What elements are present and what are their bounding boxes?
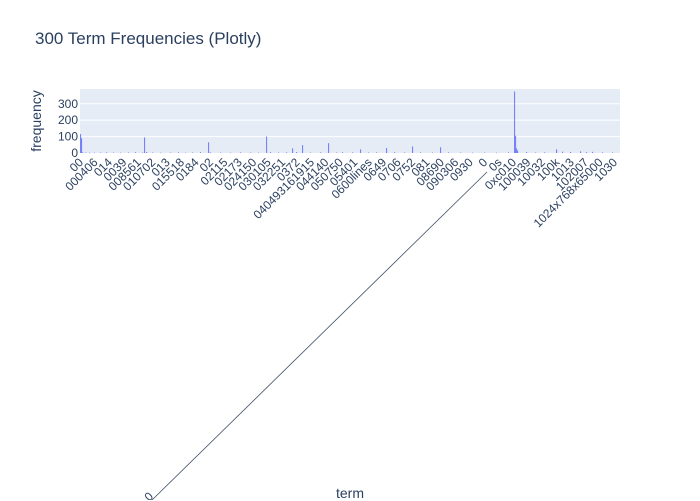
bar <box>135 152 137 153</box>
bar <box>208 142 210 153</box>
bar <box>240 152 242 153</box>
bar <box>580 151 582 153</box>
bar <box>128 152 130 154</box>
bar <box>352 152 354 153</box>
bar <box>556 149 558 153</box>
bar <box>220 152 222 154</box>
bar <box>328 143 330 153</box>
bar <box>570 152 572 153</box>
bar <box>310 152 312 154</box>
y-tick-label: 0 <box>71 146 78 160</box>
bar <box>89 152 91 154</box>
bar <box>412 146 414 153</box>
bar <box>514 91 516 153</box>
bar <box>508 152 510 153</box>
bar <box>472 152 474 154</box>
bar <box>420 152 422 153</box>
bar <box>460 152 462 154</box>
bar <box>432 152 434 154</box>
bar <box>376 152 378 153</box>
bar <box>266 136 268 153</box>
bar <box>602 152 604 153</box>
chart-title: 300 Term Frequencies (Plotly) <box>35 29 262 48</box>
bar <box>386 148 388 153</box>
bar <box>404 152 406 154</box>
bar <box>484 152 486 154</box>
bar <box>94 152 96 154</box>
bar <box>515 135 517 153</box>
stray-axis-line <box>151 171 488 500</box>
x-axis-title: term <box>336 485 364 501</box>
bar <box>544 152 546 153</box>
bar <box>360 149 362 153</box>
y-tick-label: 300 <box>58 97 78 111</box>
bar <box>144 137 146 153</box>
bar <box>82 152 84 153</box>
bar <box>192 152 194 154</box>
bar <box>200 152 202 153</box>
bar <box>516 148 518 153</box>
stray-tick-label: 0 <box>141 489 156 500</box>
bar <box>562 151 564 153</box>
bar <box>278 152 280 154</box>
bar <box>296 152 298 153</box>
bar <box>142 152 144 154</box>
bar <box>81 138 83 153</box>
bar <box>152 152 154 154</box>
bar <box>342 152 344 153</box>
bar <box>526 152 528 153</box>
bar <box>612 152 614 154</box>
bar <box>146 152 148 153</box>
bar <box>517 150 519 153</box>
bar <box>394 152 396 153</box>
plot-background <box>80 89 620 153</box>
bar <box>286 152 288 153</box>
bar <box>586 152 588 153</box>
bar <box>440 147 442 153</box>
bar <box>160 152 162 154</box>
bar <box>302 145 304 153</box>
bar <box>178 152 180 153</box>
bar <box>120 152 122 154</box>
bar <box>320 152 322 153</box>
y-tick-label: 200 <box>58 113 78 127</box>
y-tick-label: 100 <box>58 130 78 144</box>
bar <box>292 148 294 153</box>
bar <box>496 152 498 154</box>
bar <box>230 152 232 154</box>
bar <box>448 152 450 153</box>
bar <box>250 152 252 154</box>
bar <box>170 152 172 154</box>
bar <box>592 151 594 153</box>
bar <box>336 152 338 154</box>
bar <box>270 152 272 153</box>
bar <box>210 152 212 153</box>
bar <box>100 152 102 154</box>
bar <box>258 152 260 154</box>
bar <box>368 152 370 154</box>
bar <box>80 134 82 153</box>
bar <box>185 152 187 154</box>
bar <box>85 152 87 154</box>
bar <box>106 152 108 153</box>
bar <box>113 152 115 154</box>
bar <box>535 152 537 154</box>
